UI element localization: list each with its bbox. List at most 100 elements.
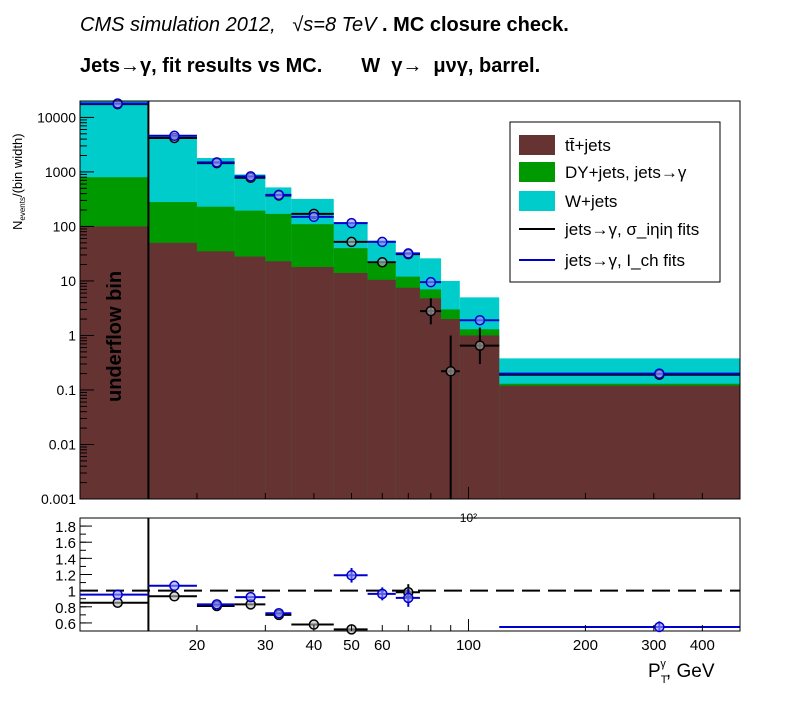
data-point: [273, 189, 285, 201]
legend-label: jets→γ, I_ch fits: [564, 251, 685, 270]
data-point: [445, 366, 456, 377]
y-tick-label: 100: [53, 218, 77, 234]
stack-bar: [148, 242, 197, 500]
data-point: [112, 98, 123, 109]
x-axis-label: PTγ, GeV: [648, 658, 715, 686]
legend-label: W+jets: [565, 192, 617, 211]
y-tick-label: 0.8: [55, 600, 76, 617]
top-y-axis: 0.001 0.01 0.1 1 10 100 1000 10000: [37, 100, 94, 507]
points-ich-fits: [80, 568, 740, 633]
data-point: [425, 305, 437, 317]
stack-bar: [291, 267, 334, 499]
data-point: [169, 591, 180, 602]
x-label-p: P: [648, 661, 661, 682]
legend-entry: tt̄+jets: [519, 135, 611, 155]
legend: tt̄+jets DY+jets, jets→γ W+jets jets→γ, σ_i…: [509, 121, 721, 283]
underflow-bin-label: underflow bin: [104, 271, 126, 402]
stack-bar: [367, 279, 396, 499]
legend-label: tt̄+jets: [565, 136, 611, 155]
y-label-sub: events: [18, 197, 27, 221]
data-point: [474, 340, 486, 351]
data-point: [211, 157, 223, 168]
data-point: [169, 580, 180, 592]
y-label-n: N: [10, 221, 25, 230]
y-label-rest: /(bin width): [10, 133, 25, 197]
data-point: [211, 599, 223, 610]
y-tick-label: 10000: [37, 109, 76, 125]
y-tick-label: 1.6: [55, 535, 76, 552]
stack-bar: [395, 287, 420, 499]
data-point: [346, 236, 357, 248]
ratio-x-axis: 20 30 40 50 60 100 200 300 400: [79, 619, 741, 654]
data-point: [377, 236, 388, 248]
stack-tt-jets: [80, 226, 740, 500]
data-point: [245, 591, 256, 603]
stack-bar: [333, 272, 368, 499]
stack-bar: [80, 226, 149, 499]
legend-entry: W+jets: [519, 191, 617, 211]
stack-bar: [419, 298, 442, 499]
chart-title-italic: CMS simulation 2012, √s=8 TeV: [80, 14, 377, 36]
chart-title-line-2: Jets→γ, fit results vs MC. W γ→ μνγ, bar…: [80, 55, 541, 77]
legend-label: DY+jets, jets→γ: [565, 163, 687, 182]
y-tick-label: 1: [68, 327, 76, 343]
data-point: [377, 588, 388, 600]
data-point: [377, 257, 388, 268]
y-tick-label: 1.4: [55, 551, 76, 568]
x-tick-label: 400: [690, 637, 715, 654]
legend-swatch: [519, 135, 555, 155]
legend-label: jets→γ, σ_iηiη fits: [564, 220, 699, 239]
chart-title-line-1: CMS simulation 2012, √s=8 TeV . MC closu…: [80, 14, 569, 37]
legend-entry: jets→γ, I_ch fits: [519, 251, 685, 270]
stack-bar: [234, 256, 266, 499]
x-label-sup: γ: [660, 658, 666, 670]
legend-swatch: [519, 162, 555, 182]
y-axis-label: Nevents/(bin width): [10, 133, 27, 230]
data-point: [654, 368, 665, 379]
data-point: [112, 589, 123, 600]
y-tick-label: 1: [68, 584, 76, 601]
x-tick-label: 100: [456, 637, 481, 654]
x-tick-label: 20: [189, 637, 206, 654]
x-tick-label: 300: [641, 637, 666, 654]
legend-swatch: [519, 191, 555, 211]
data-point: [654, 621, 665, 633]
data-point: [245, 171, 256, 182]
x-label-sub: T: [661, 674, 668, 686]
ratio-frame: [79, 517, 741, 632]
y-tick-label: 10: [60, 273, 76, 289]
stack-bar: [499, 385, 740, 499]
data-point: [346, 217, 357, 229]
top-panel: underflow bin 0.001 0.01 0.1 1 10 100 1000 10000…: [10, 98, 741, 525]
y-tick-label: 0.6: [55, 616, 76, 633]
ratio-y-axis: 0.60.811.21.41.61.8: [55, 519, 92, 633]
y-tick-label: 1000: [45, 164, 76, 180]
y-tick-label: 1.8: [55, 519, 76, 536]
chart-title-bold: . MC closure check.: [376, 14, 569, 36]
data-point: [474, 315, 486, 326]
x-tick-label: 40: [306, 637, 323, 654]
points-ich-fits: [80, 98, 740, 379]
y-tick-label: 1.2: [55, 568, 76, 585]
legend-entry: DY+jets, jets→γ: [519, 162, 687, 182]
data-point: [403, 248, 414, 259]
data-point: [403, 592, 414, 604]
x-tick-label: 50: [343, 637, 360, 654]
legend-entry: jets→γ, σ_iηiη fits: [519, 220, 699, 239]
x-tick-label: 30: [257, 637, 274, 654]
x-label-rest: , GeV: [666, 661, 715, 682]
data-point: [425, 276, 437, 288]
ratio-panel: 0.60.811.21.41.61.8 20 30 40 50 60 100 200 300 40…: [55, 517, 741, 686]
data-point: [346, 570, 357, 581]
top-frame: [79, 100, 741, 500]
x-tick-label: 60: [374, 637, 391, 654]
stack-bar: [196, 251, 235, 499]
x-tick-label: 200: [573, 637, 598, 654]
data-point: [169, 130, 180, 142]
y-tick-label: 0.01: [49, 436, 76, 452]
data-point: [308, 211, 320, 223]
y-tick-label: 0.001: [41, 491, 76, 507]
data-point: [273, 607, 285, 619]
stack-bar: [265, 261, 292, 499]
